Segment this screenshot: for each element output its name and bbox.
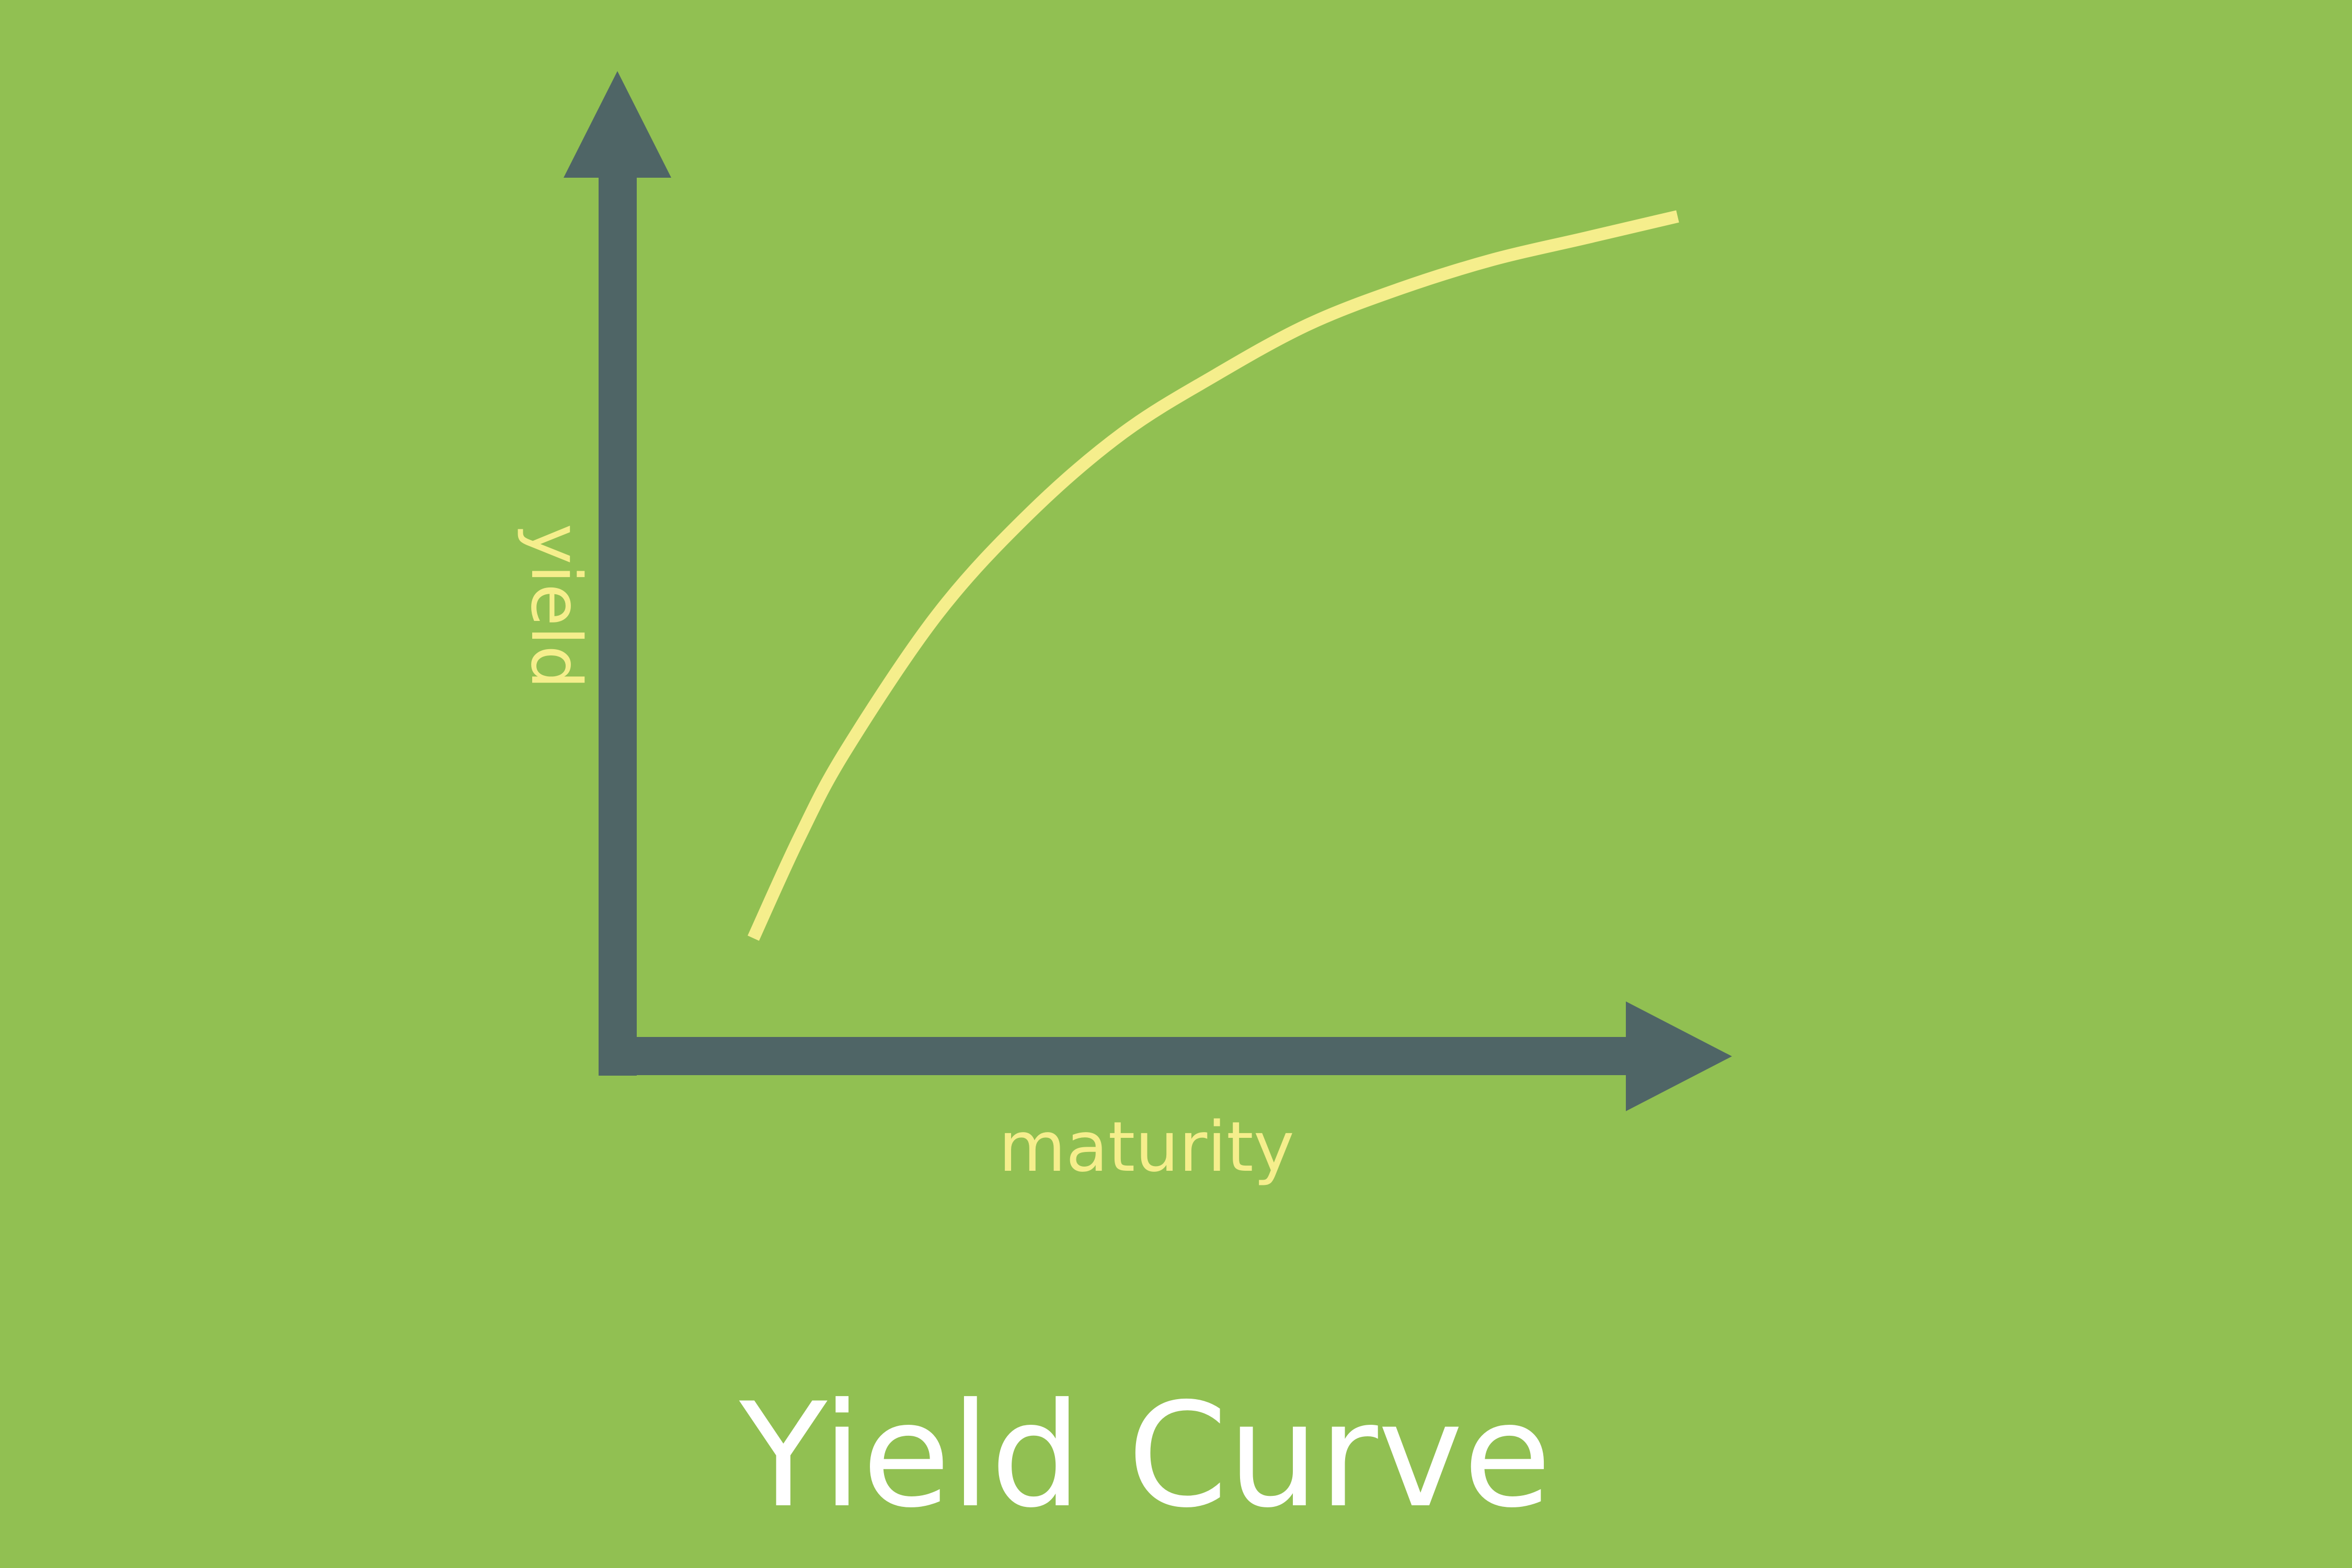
x-axis-line — [599, 1037, 1644, 1075]
yield-curve-line — [748, 210, 1679, 941]
y-axis-arrowhead — [564, 71, 671, 178]
x-axis-arrowhead — [1626, 1001, 1732, 1111]
chart-title: Yield Curve — [737, 1372, 1552, 1539]
y-axis-line — [599, 177, 637, 1076]
y-axis-label: yield — [515, 524, 596, 689]
x-axis-label: maturity — [999, 1107, 1294, 1187]
